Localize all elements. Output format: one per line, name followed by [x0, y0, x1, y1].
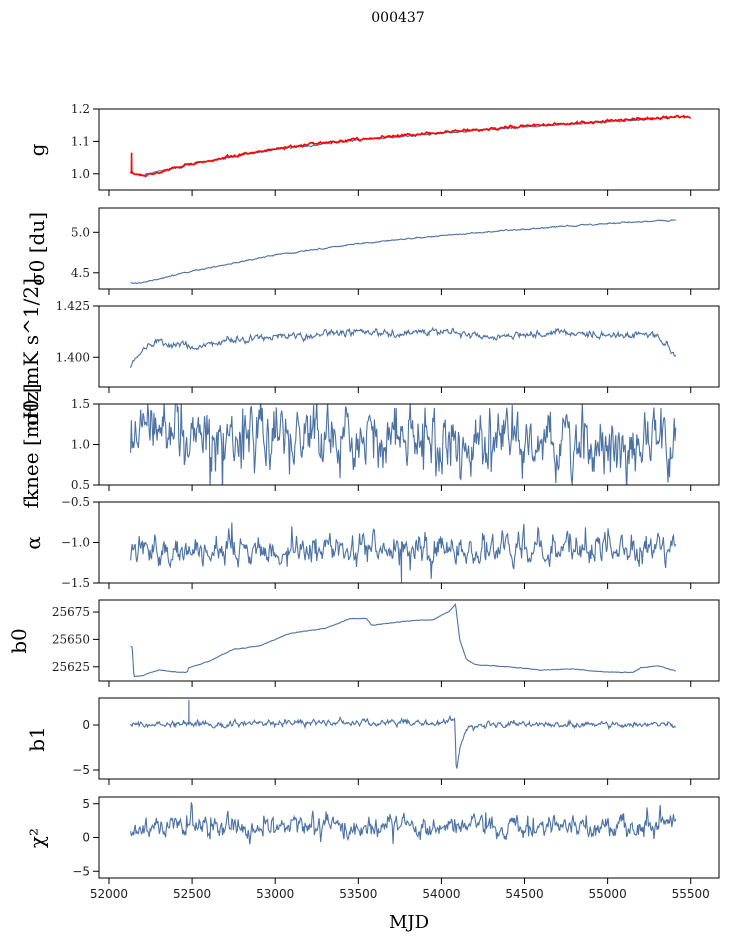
y-tick-label: −5: [72, 763, 90, 777]
y-tick-label: 25625: [52, 660, 90, 674]
series-line-gain-model: [129, 114, 691, 178]
series-line-gain: [130, 115, 676, 176]
y-tick-label: 5: [82, 797, 90, 811]
panel-gain: 1.0 1.1 1.2 g: [25, 102, 720, 196]
axes-frame: [98, 501, 720, 584]
y-tick-label: 1.400: [56, 350, 90, 364]
axes-frame: [98, 305, 720, 388]
panel-sigma0-du: 4.5 5.0 σ0 [du]: [25, 207, 720, 295]
y-tick-label: 1.425: [56, 299, 90, 313]
y-tick-label: 25675: [52, 605, 90, 619]
y-axis-label: b1: [25, 726, 49, 752]
panel-sigma0-mk: 1.400 1.425 σ0 [mK s^1/2]: [19, 278, 720, 426]
y-axis-label: fknee [mHz]: [19, 384, 43, 509]
y-tick-label: 1.0: [71, 438, 90, 452]
y-tick-label: 25650: [52, 632, 90, 646]
axes-frame: [98, 599, 720, 682]
series-line-b0: [130, 603, 677, 678]
y-axis-label: σ0 [du]: [25, 212, 49, 286]
y-axis-label: σ0 [mK s^1/2]: [19, 278, 43, 426]
series-line-sigma0-du: [130, 219, 676, 285]
y-tick-label: −1.0: [61, 536, 90, 550]
y-tick-label: 1.1: [71, 134, 90, 148]
x-axis-label: MJD: [389, 912, 429, 933]
y-tick-label: 1.0: [71, 167, 90, 181]
panel-alpha: −1.5 −1.0 −0.5 α: [21, 495, 720, 590]
y-tick-label: 0.5: [71, 478, 90, 492]
y-axis-label: α: [21, 536, 45, 550]
panel-fknee: 0.5 1.0 1.5 fknee [mHz]: [19, 384, 720, 509]
panel-b1: −5 0 b1: [25, 697, 720, 785]
y-tick-label: 5.0: [71, 225, 90, 239]
x-tick-label: 54500: [505, 887, 543, 901]
series-line-alpha: [130, 522, 677, 583]
series-line-fknee: [130, 404, 677, 485]
axes-frame: [98, 697, 720, 780]
y-tick-label: −0.5: [61, 495, 90, 509]
x-tick-label: 55500: [672, 887, 710, 901]
x-tick-label: 54000: [422, 887, 460, 901]
panel-b0: 25625 25650 25675 b0: [7, 599, 720, 687]
y-tick-label: −1.5: [61, 576, 90, 590]
y-axis-label: g: [25, 143, 49, 156]
y-tick-label: 1.2: [71, 102, 90, 116]
y-axis-label: χ²: [25, 828, 49, 848]
x-tick-label: 52500: [173, 887, 211, 901]
y-tick-label: −5: [72, 864, 90, 878]
axes-frame: [98, 108, 720, 191]
y-tick-label: 0: [82, 718, 90, 732]
series-line-sigma0-mk: [130, 326, 677, 368]
series-line-chi2: [130, 802, 677, 845]
x-tick-label: 53000: [256, 887, 294, 901]
x-tick-label: 52000: [90, 887, 128, 901]
series-line-b1: [130, 699, 677, 769]
y-tick-label: 0: [82, 831, 90, 845]
x-tick-label: 53500: [339, 887, 377, 901]
y-axis-label: b0: [7, 628, 31, 654]
panel-chi2: −5 0 5 52000 52500 53000 53500 54000 54500 55000 5…: [25, 796, 720, 901]
y-tick-label: 4.5: [71, 266, 90, 280]
y-tick-label: 1.5: [71, 397, 90, 411]
x-tick-label: 55000: [589, 887, 627, 901]
panels: 1.0 1.1 1.2 g 4.5 5.0 σ0 [du] 1.400 1.425 σ0 [mK …: [7, 102, 720, 901]
axes-frame: [98, 207, 720, 290]
figure-title: 000437: [371, 10, 424, 26]
